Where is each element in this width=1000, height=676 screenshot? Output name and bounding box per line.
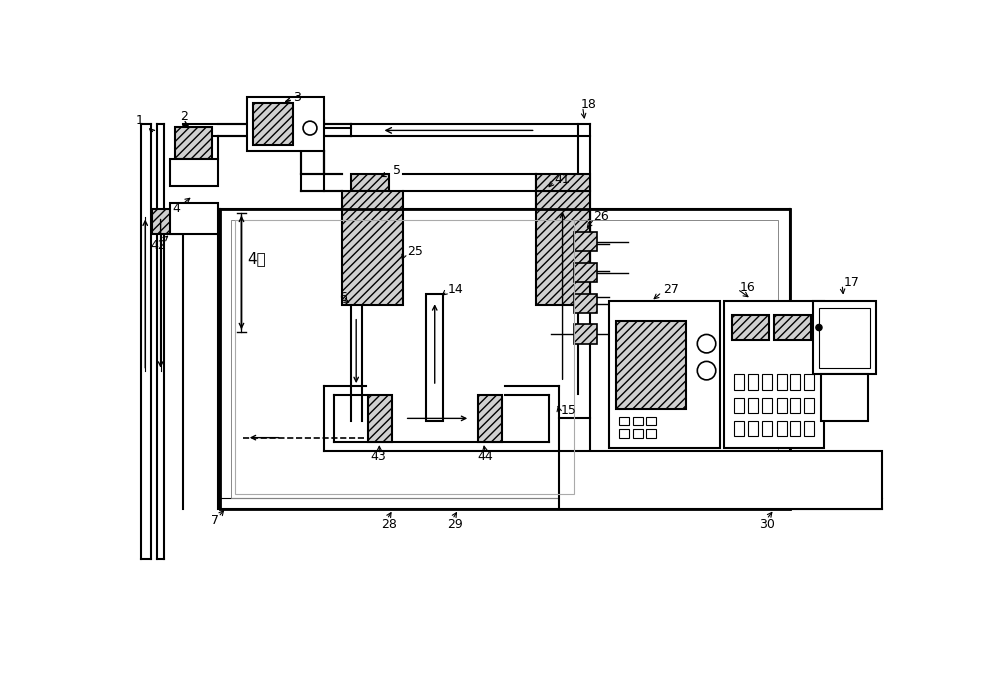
Text: 27: 27 — [663, 283, 679, 296]
Bar — [774, 315, 811, 340]
Bar — [175, 126, 212, 159]
Bar — [426, 293, 443, 420]
Bar — [804, 420, 814, 436]
Bar — [536, 174, 590, 191]
Bar — [790, 375, 800, 390]
Bar — [734, 375, 744, 390]
Circle shape — [816, 324, 822, 331]
Bar — [253, 103, 293, 145]
Bar — [813, 301, 876, 375]
Bar — [574, 232, 597, 251]
Bar — [762, 420, 772, 436]
Bar — [574, 293, 597, 313]
Text: 28: 28 — [382, 518, 397, 531]
Text: 16: 16 — [740, 281, 755, 294]
Bar — [559, 452, 882, 509]
Bar — [609, 301, 720, 448]
Bar — [734, 420, 744, 436]
Bar — [821, 375, 868, 420]
Bar — [478, 395, 502, 442]
Bar — [342, 191, 403, 305]
Text: 6: 6 — [339, 291, 347, 304]
Bar — [235, 220, 574, 494]
Bar — [804, 375, 814, 390]
Bar — [368, 395, 392, 442]
Bar — [646, 417, 656, 425]
Text: 26: 26 — [593, 210, 609, 223]
Bar — [536, 191, 590, 305]
Bar — [748, 375, 758, 390]
Bar — [619, 429, 629, 437]
Bar — [633, 417, 643, 425]
Bar — [790, 420, 800, 436]
Bar — [351, 174, 389, 191]
Bar — [616, 320, 686, 409]
Text: 1: 1 — [135, 114, 143, 127]
Text: 29: 29 — [447, 518, 463, 531]
Text: 15: 15 — [560, 404, 576, 417]
Bar — [619, 417, 629, 425]
Bar — [762, 375, 772, 390]
Text: 17: 17 — [844, 276, 859, 289]
Text: 3: 3 — [293, 91, 301, 104]
Bar — [804, 397, 814, 413]
Text: 44: 44 — [478, 450, 494, 463]
Bar — [633, 429, 643, 437]
Bar — [231, 220, 778, 498]
Text: 18: 18 — [580, 99, 596, 112]
Bar — [734, 397, 744, 413]
Text: 7: 7 — [211, 514, 219, 527]
Text: 2: 2 — [180, 110, 188, 123]
Bar — [247, 97, 324, 151]
Bar — [220, 209, 790, 509]
Bar — [819, 308, 870, 368]
Text: 41: 41 — [555, 173, 571, 186]
Bar — [777, 420, 787, 436]
Text: 4: 4 — [172, 202, 180, 216]
Bar — [777, 375, 787, 390]
Text: 43: 43 — [370, 450, 386, 463]
Bar — [748, 420, 758, 436]
Bar — [646, 429, 656, 437]
Bar — [748, 397, 758, 413]
Bar — [732, 315, 769, 340]
Text: 5: 5 — [393, 164, 401, 177]
Text: 42: 42 — [151, 239, 166, 252]
Bar — [790, 397, 800, 413]
Bar — [170, 203, 218, 234]
Bar — [152, 209, 183, 234]
Bar — [170, 159, 218, 186]
Text: 30: 30 — [759, 518, 775, 531]
Bar — [574, 324, 597, 343]
Text: 14: 14 — [448, 283, 464, 296]
Text: 4米: 4米 — [247, 251, 266, 266]
Bar — [777, 397, 787, 413]
Bar — [724, 301, 824, 448]
Text: 25: 25 — [407, 245, 423, 258]
Bar — [762, 397, 772, 413]
Bar — [574, 263, 597, 282]
